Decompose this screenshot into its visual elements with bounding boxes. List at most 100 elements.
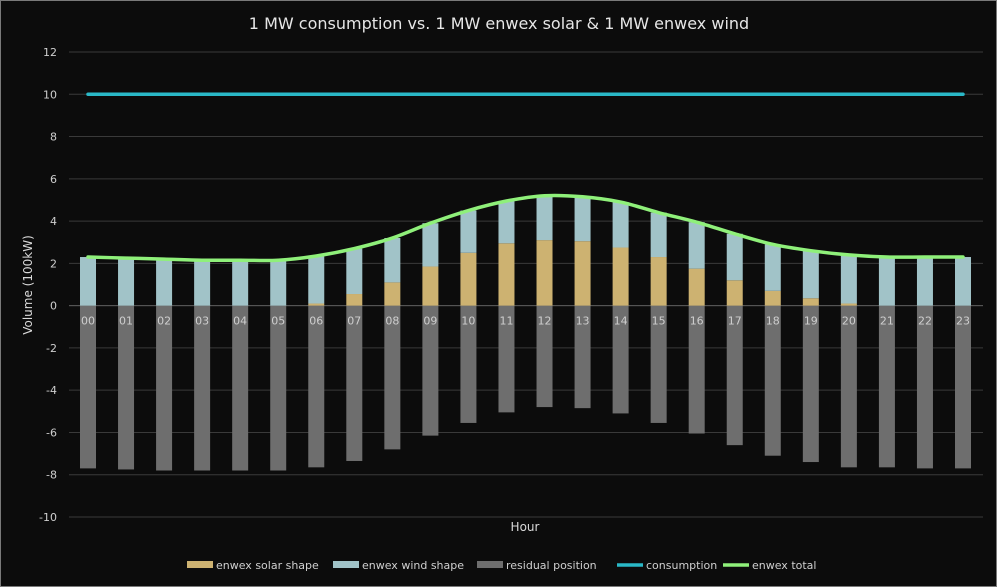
bar-enwex-wind-shape (650, 212, 667, 258)
bar-enwex-wind-shape (346, 248, 363, 295)
y-tick-label: 6 (50, 173, 57, 186)
x-tick-label: 00 (81, 315, 95, 328)
y-tick-label: 12 (43, 46, 57, 59)
y-tick-label: 10 (43, 88, 57, 101)
y-tick-label: -8 (46, 469, 57, 482)
bar-enwex-solar-shape (726, 280, 743, 306)
bar-residual-position (878, 305, 895, 468)
bar-residual-position (346, 305, 363, 461)
bar-enwex-wind-shape (232, 260, 249, 306)
x-tick-label: 07 (347, 315, 361, 328)
y-axis-ticks: -10 -8 -6 -4 -2 0 2 4 6 8 10 12 (39, 46, 57, 524)
x-axis-ticks: 00 01 02 03 04 05 06 07 08 09 10 11 12 13 14 15 16 17 18 19… (81, 315, 970, 328)
bar-enwex-solar-shape (764, 290, 781, 306)
x-tick-label: 14 (614, 315, 628, 328)
x-tick-label: 04 (233, 315, 247, 328)
bar-enwex-solar-shape (460, 252, 477, 306)
bar-residual-position (422, 305, 439, 436)
bar-residual-position (270, 305, 287, 471)
bar-residual-position (498, 305, 515, 413)
bar-residual-position (194, 305, 211, 471)
x-tick-label: 08 (385, 315, 399, 328)
bar-enwex-wind-shape (118, 258, 135, 306)
bar-enwex-wind-shape (916, 257, 933, 306)
y-tick-label: 0 (50, 300, 57, 313)
bar-enwex-wind-shape (764, 244, 781, 291)
line-layer (86, 92, 965, 263)
y-tick-label: 2 (50, 257, 57, 270)
legend-label-consumption: consumption (646, 559, 717, 572)
bar-enwex-wind-shape (384, 238, 401, 283)
x-tick-label: 16 (690, 315, 704, 328)
bar-enwex-wind-shape (308, 255, 325, 304)
bar-enwex-wind-shape (156, 259, 173, 306)
bar-enwex-wind-shape (194, 260, 211, 306)
bar-enwex-wind-shape (726, 233, 743, 281)
chart-title: 1 MW consumption vs. 1 MW enwex solar & … (249, 14, 749, 33)
x-tick-label: 01 (119, 315, 133, 328)
x-tick-label: 23 (956, 315, 970, 328)
bar-enwex-solar-shape (688, 268, 705, 306)
legend-swatch-enwex-solar-shape (187, 561, 213, 568)
y-tick-label: 8 (50, 131, 57, 144)
x-axis-label: Hour (511, 520, 540, 534)
bar-residual-position (156, 305, 173, 471)
bar-enwex-wind-shape (955, 257, 971, 306)
bar-residual-position (764, 305, 781, 456)
bar-enwex-solar-shape (536, 240, 553, 306)
x-tick-label: 13 (576, 315, 590, 328)
bar-residual-position (384, 305, 401, 450)
x-tick-label: 02 (157, 315, 171, 328)
bar-residual-position (840, 305, 857, 468)
bar-residual-position (726, 305, 743, 446)
bar-residual-position (574, 305, 591, 409)
bar-residual-position (118, 305, 135, 470)
x-tick-label: 03 (195, 315, 209, 328)
legend: enwex solar shape enwex wind shape residua… (187, 559, 816, 572)
legend-label-residual-position: residual position (506, 559, 597, 572)
bar-enwex-solar-shape (308, 303, 325, 306)
bar-enwex-solar-shape (840, 303, 857, 306)
x-tick-label: 22 (918, 315, 932, 328)
x-tick-label: 11 (499, 315, 513, 328)
bar-residual-position (612, 305, 629, 414)
x-tick-label: 12 (538, 315, 552, 328)
legend-label-enwex-wind-shape: enwex wind shape (362, 559, 464, 572)
bar-enwex-solar-shape (802, 298, 819, 306)
bar-residual-position (536, 305, 553, 408)
x-tick-label: 09 (423, 315, 437, 328)
bar-residual-position (232, 305, 249, 471)
bar-residual-position (688, 305, 705, 434)
bar-enwex-solar-shape (574, 241, 591, 306)
y-axis-label: Volume (100kW) (21, 235, 35, 335)
y-tick-label: -2 (46, 342, 57, 355)
bar-enwex-solar-shape (346, 294, 363, 306)
bar-enwex-solar-shape (650, 257, 667, 306)
bar-enwex-wind-shape (878, 257, 895, 306)
bar-enwex-solar-shape (422, 266, 439, 306)
bar-enwex-wind-shape (688, 222, 705, 269)
x-tick-label: 21 (880, 315, 894, 328)
legend-label-enwex-solar-shape: enwex solar shape (216, 559, 319, 572)
x-tick-label: 17 (728, 315, 742, 328)
bar-enwex-solar-shape (498, 243, 515, 306)
bar-residual-position (802, 305, 819, 463)
bar-residual-position (916, 305, 933, 469)
bar-enwex-wind-shape (574, 196, 591, 242)
bar-enwex-wind-shape (536, 195, 553, 241)
x-tick-label: 06 (309, 315, 323, 328)
bar-enwex-solar-shape (384, 282, 401, 306)
bar-enwex-wind-shape (612, 202, 629, 248)
x-tick-label: 10 (461, 315, 475, 328)
bar-enwex-wind-shape (498, 201, 515, 244)
x-tick-label: 18 (766, 315, 780, 328)
bar-residual-position (955, 305, 971, 469)
bar-enwex-solar-shape (612, 247, 629, 306)
x-tick-label: 19 (804, 315, 818, 328)
bar-residual-position (460, 305, 477, 423)
line-enwex-total (86, 193, 965, 263)
bar-enwex-wind-shape (80, 257, 96, 306)
bar-enwex-wind-shape (802, 250, 819, 299)
bar-enwex-wind-shape (422, 223, 439, 267)
